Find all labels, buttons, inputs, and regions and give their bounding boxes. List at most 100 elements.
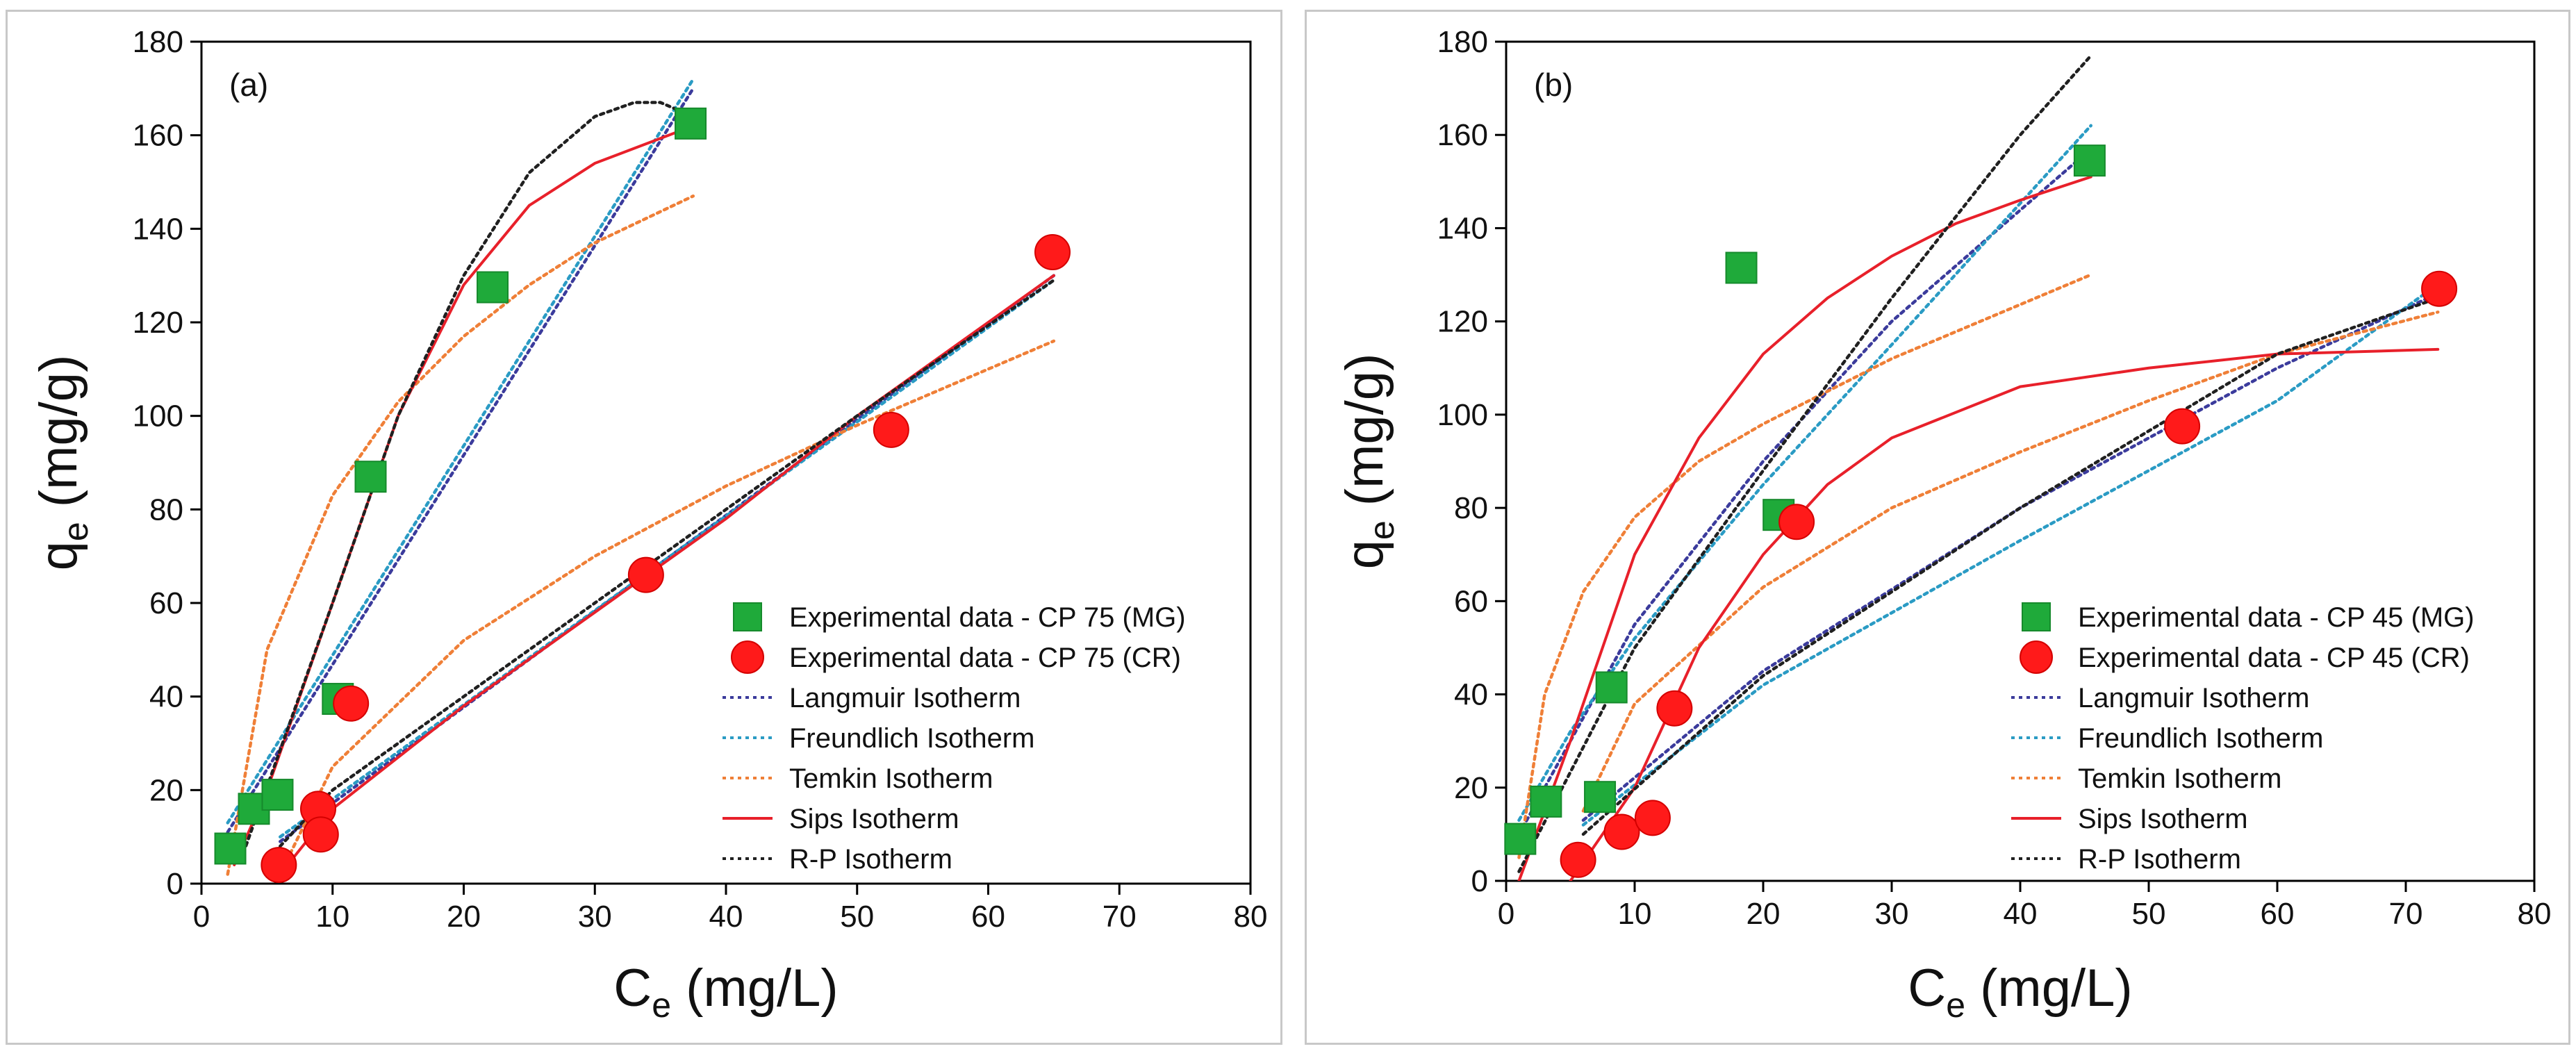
panel-b-sips-isotherm-curve-mg — [1517, 175, 2092, 881]
panel-b-cr-point — [1778, 504, 1815, 540]
panel-b-r-p-isotherm-curve-cr — [1581, 296, 2440, 836]
panel-a-mg-point — [477, 271, 509, 304]
panel-b-legend-label: Sips Isotherm — [2078, 804, 2248, 834]
panel-b-x-tick-label: 80 — [2518, 897, 2552, 931]
panel-a-y-tick-label: 0 — [167, 867, 183, 901]
panel-b-y-tick-label: 40 — [1454, 678, 1488, 712]
panel-a-legend-label: Experimental data - CP 75 (MG) — [789, 602, 1186, 633]
panel-b-cr-point — [2421, 270, 2458, 307]
panel-a-cr-point — [302, 816, 339, 853]
panel-a-y-tick-label: 120 — [133, 306, 183, 340]
panel-b-mg-point — [1530, 785, 1562, 818]
panel-b-y-tick-label: 60 — [1454, 584, 1488, 618]
panel-b-legend-mg-marker — [2022, 602, 2051, 631]
panel-b-y-tick-label: 120 — [1437, 305, 1488, 339]
panel-a-cr-point — [873, 411, 909, 448]
panel-b-legend-label: Experimental data - CP 45 (MG) — [2078, 602, 2475, 633]
panel-b-legend-label: Langmuir Isotherm — [2078, 683, 2309, 713]
panel-b-border — [1305, 10, 2570, 1045]
panel-b-legend-label: Experimental data - CP 45 (CR) — [2078, 643, 2470, 673]
panel-b-temkin-isotherm-curve-mg — [1517, 273, 2092, 859]
panel-b-legend-cr-marker — [2020, 640, 2053, 674]
panel-a-temkin-isotherm-curve-cr — [279, 339, 1056, 876]
panel-a-x-tick-label: 50 — [840, 900, 874, 934]
panel-b-mg-point — [1595, 671, 1628, 704]
panel-b-mg-point — [1584, 781, 1617, 813]
panel-b-y-tick-label: 0 — [1471, 864, 1488, 898]
panel-b-y-tick-label: 20 — [1454, 771, 1488, 805]
panel-b-cr-point — [2164, 408, 2201, 445]
panel-b-x-tick-label: 60 — [2261, 897, 2295, 931]
panel-a-x-tick-label: 70 — [1103, 900, 1137, 934]
panel-b-x-axis-title: Ce (mg/L) — [1908, 959, 2132, 1025]
panel-a-cr-point — [261, 847, 297, 884]
panel-b-x-tick-label: 20 — [1747, 897, 1781, 931]
panel-a-y-axis-title: qe (mg/g) — [29, 355, 95, 571]
panel-a-legend-label: Sips Isotherm — [789, 804, 959, 834]
panel-b-x-tick-label: 0 — [1498, 897, 1514, 931]
panel-a-y-tick-label: 100 — [133, 399, 183, 433]
panel-a-cr-point — [627, 556, 664, 593]
panel-a-legend-label: Experimental data - CP 75 (CR) — [789, 643, 1181, 673]
panel-a-x-tick-label: 20 — [447, 900, 481, 934]
panel-a-r-p-isotherm-curve-mg — [239, 101, 695, 862]
panel-a-label: (a) — [229, 67, 268, 103]
panel-a-y-tick-label: 20 — [149, 773, 183, 807]
panel-a-freundlich-isotherm-curve-cr — [279, 279, 1056, 838]
panel-b-legend-label: Freundlich Isotherm — [2078, 723, 2323, 754]
panel-b-y-tick-label: 100 — [1437, 398, 1488, 432]
panel-b-y-axis-title: qe (mg/g) — [1335, 354, 1401, 570]
panel-b-y-tick-label: 160 — [1437, 118, 1488, 152]
panel-a-mg-point — [675, 107, 707, 140]
panel-a-legend-mg-marker — [733, 602, 762, 631]
panel-a-cr-point — [1034, 234, 1071, 270]
panel-a-x-tick-label: 10 — [315, 900, 349, 934]
panel-b-cr-point — [1560, 841, 1596, 878]
panel-a-y-tick-label: 60 — [149, 586, 183, 620]
panel-a-chart: 0 10 20 30 40 50 60 70 80 0 20 40 60 80 100 120 140 160 18… — [29, 25, 1267, 1025]
panel-a-mg-point — [261, 779, 294, 811]
panel-a-r-p-isotherm-curve-cr — [279, 279, 1056, 848]
panel-a-x-tick-label: 40 — [709, 900, 743, 934]
panel-a-freundlich-isotherm-curve-mg — [226, 77, 695, 825]
panel-b-cr-point — [1656, 690, 1693, 727]
panel-a-x-axis-title: Ce (mg/L) — [613, 959, 838, 1025]
panel-b-temkin-isotherm-curve-cr — [1581, 310, 2440, 813]
panel-a-legend: Experimental data - CP 75 (MG) Experiment… — [723, 602, 1186, 875]
panel-b-y-tick-label: 180 — [1437, 25, 1488, 59]
panel-a-y-tick-label: 80 — [149, 493, 183, 527]
panel-b-freundlich-isotherm-curve-cr — [1581, 282, 2440, 827]
panel-b-mg-point — [2073, 144, 2106, 177]
panel-b-chart: 0 10 20 30 40 50 60 70 80 0 20 40 60 80 100 120 140 160 18… — [1335, 25, 2551, 1025]
panel-a-y-tick-label: 160 — [133, 119, 183, 153]
panel-a-x-tick-label: 0 — [193, 900, 210, 934]
panel-a-legend-label: R-P Isotherm — [789, 844, 952, 875]
panel-b-x-tick-label: 30 — [1875, 897, 1909, 931]
panel-a-mg-point — [214, 832, 247, 865]
panel-a-x-tick-label: 60 — [971, 900, 1005, 934]
panel-a-cr-point — [333, 685, 370, 722]
panel-a-temkin-isotherm-curve-mg — [226, 194, 695, 876]
panel-a-x-tick-label: 30 — [578, 900, 612, 934]
panel-b-mg-point — [1725, 251, 1758, 284]
panel-b-cr-point — [1603, 813, 1640, 850]
panel-b-legend-label: Temkin Isotherm — [2078, 763, 2281, 794]
panel-a-legend-cr-marker — [731, 640, 764, 674]
panel-a-y-tick-label: 180 — [133, 25, 183, 59]
panel-b-x-tick-label: 50 — [2132, 897, 2166, 931]
panel-b-x-tick-label: 70 — [2389, 897, 2423, 931]
panel-a-langmuir-isotherm-curve-mg — [226, 87, 695, 834]
panel-b-legend: Experimental data - CP 45 (MG) Experiment… — [2011, 602, 2475, 875]
panel-b-langmuir-isotherm-curve-mg — [1517, 147, 2092, 836]
panel-b-cr-point — [1634, 800, 1671, 836]
panel-b-x-tick-label: 40 — [2004, 897, 2038, 931]
panel-b-x-tick-label: 10 — [1618, 897, 1652, 931]
panel-b-legend-label: R-P Isotherm — [2078, 844, 2241, 875]
panel-b-label: (b) — [1534, 67, 1573, 103]
panel-a-legend-label: Langmuir Isotherm — [789, 683, 1021, 713]
panel-a-mg-point — [354, 461, 387, 493]
panel-a-legend-label: Freundlich Isotherm — [789, 723, 1034, 754]
panel-a-y-tick-label: 40 — [149, 680, 183, 714]
